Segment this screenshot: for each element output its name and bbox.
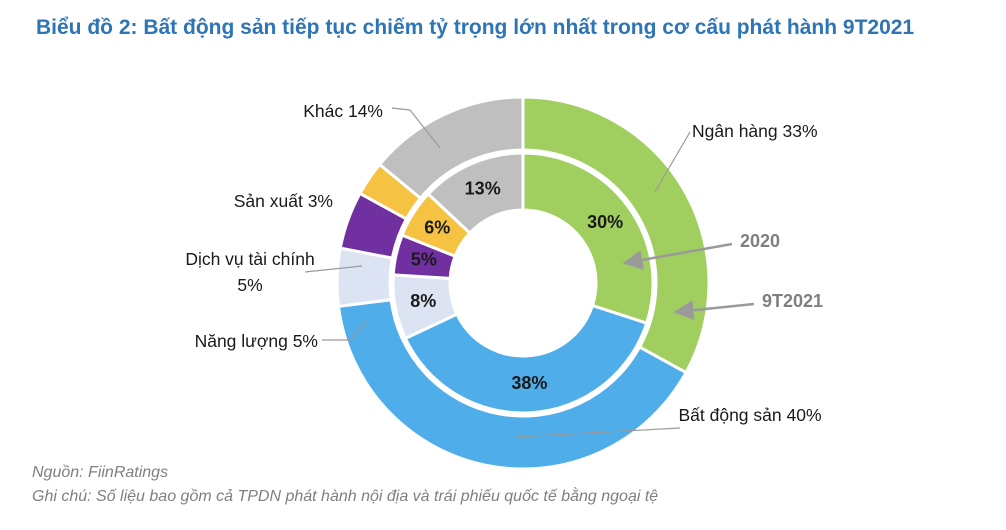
donut-segment: [521, 95, 711, 375]
data-label: 6%: [424, 217, 450, 237]
leader-line: [654, 131, 691, 193]
data-label: 5%: [411, 250, 437, 270]
leader-line: [322, 319, 369, 341]
category-label: Bất động sản 40%: [670, 402, 830, 428]
data-label: 13%: [465, 179, 501, 199]
series-name: 9T2021: [762, 291, 823, 311]
donut-segment: [403, 303, 649, 415]
chart-title: Biểu đồ 2: Bất động sản tiếp tục chiếm t…: [36, 16, 915, 39]
donut-segment: [336, 297, 689, 471]
note: Ghi chú: Số liệu bao gồm cả TPDN phát hà…: [32, 488, 659, 505]
leader-line: [514, 427, 681, 438]
category-name: Năng lượng: [194, 331, 288, 351]
data-label: 8%: [410, 291, 436, 311]
donut-segment: [377, 95, 525, 201]
donut-segment: [426, 151, 525, 236]
value-label: 40%: [786, 405, 822, 425]
data-label: 30%: [587, 212, 623, 232]
value-label: 3%: [307, 191, 333, 211]
category-name: Bất động sản: [678, 405, 782, 425]
category-label: Năng lượng 5%: [150, 328, 318, 354]
value-label: 5%: [237, 275, 263, 295]
value-label: 5%: [292, 331, 318, 351]
source: Nguồn: FiinRatings: [32, 464, 169, 481]
series-name: 2020: [740, 231, 780, 251]
category-name: Sản xuất: [233, 191, 303, 211]
leader-line: [304, 265, 363, 273]
category-name: Khác: [303, 101, 344, 121]
value-label: 33%: [782, 121, 818, 141]
category-label: Ngân hàng 33%: [692, 118, 892, 144]
leader-line: [391, 107, 441, 149]
series-arrow: [622, 242, 733, 270]
category-name: Dịch vụ tài chính: [185, 249, 315, 269]
category-label: Dịch vụ tài chính 5%: [185, 246, 315, 298]
category-label: Khác 14%: [203, 98, 383, 124]
donut-segment: [521, 151, 655, 326]
category-name: Ngân hàng: [692, 121, 778, 141]
category-label: Sản xuất 3%: [153, 188, 333, 214]
value-label: 14%: [347, 101, 383, 121]
series-arrow: [673, 300, 755, 321]
data-label: 38%: [511, 373, 547, 393]
